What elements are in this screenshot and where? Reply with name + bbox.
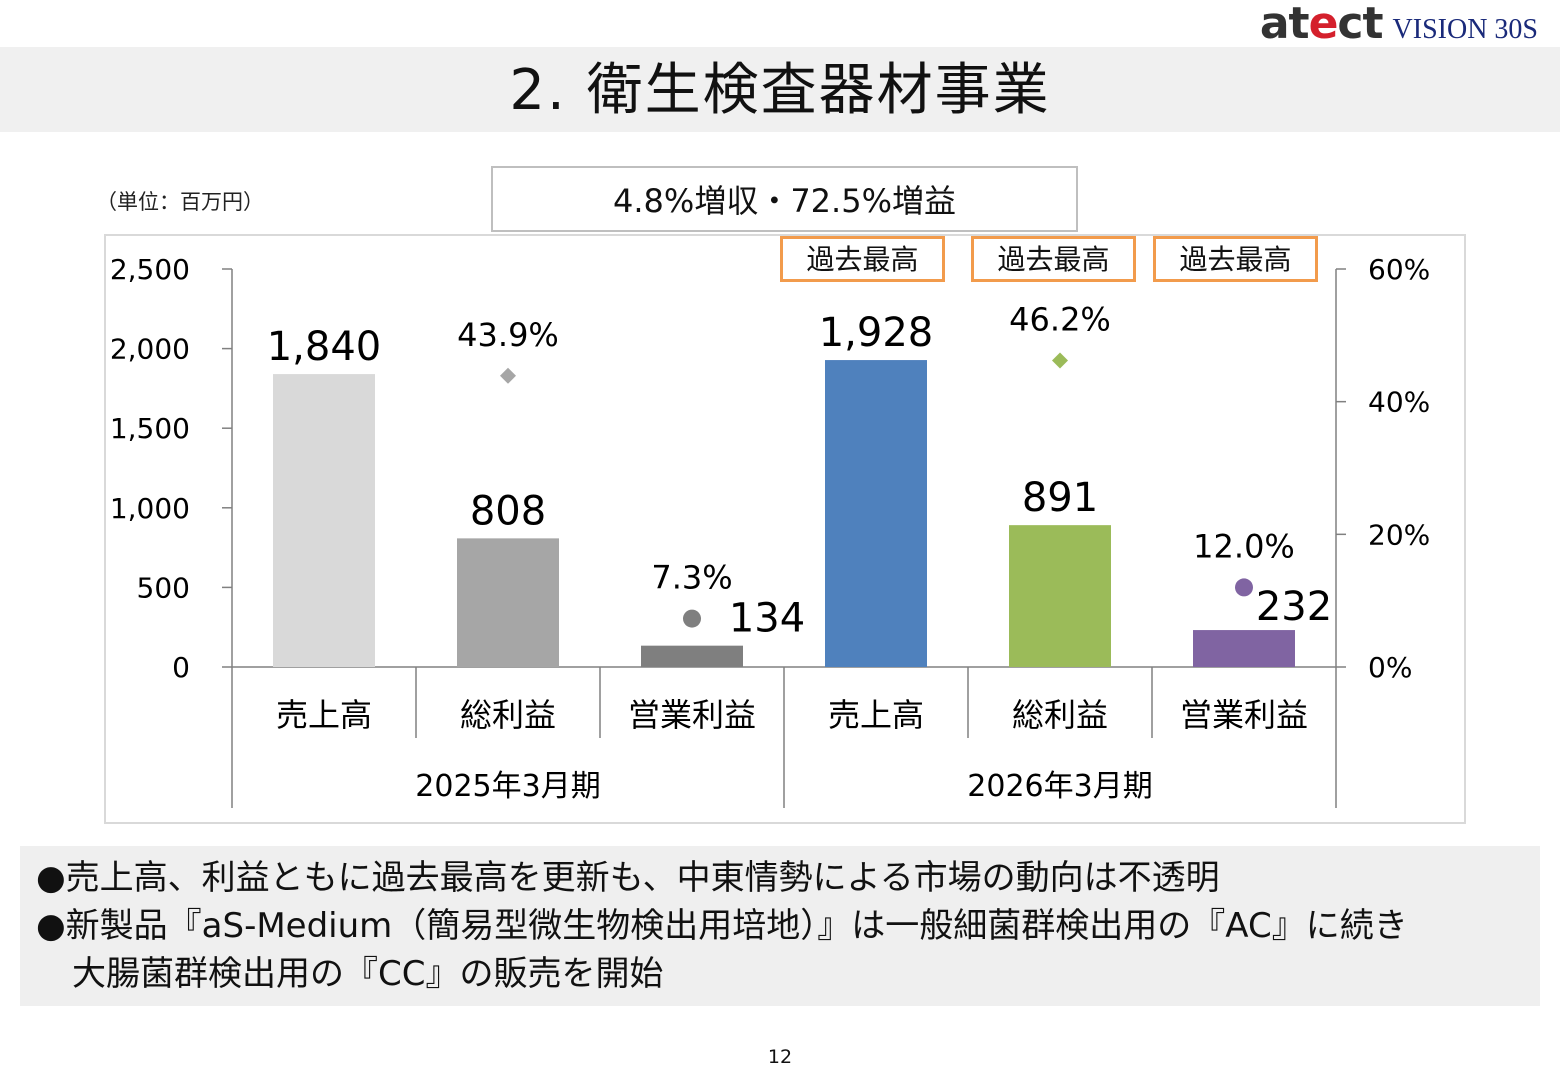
bar-0 [273, 374, 375, 667]
margin-marker-circle [1235, 578, 1253, 597]
summary-bullet-2-continued: 大腸菌群検出用の『CC』の販売を開始 [72, 954, 664, 994]
bar-1 [457, 538, 559, 667]
bar-chart: 0 500 1,000 1,500 2,000 2,500 0% 20% 40% 60% 1,840… [110, 253, 1430, 808]
margin-value-label: 7.3% [651, 559, 732, 597]
bar-value-label: 232 [1256, 584, 1332, 630]
right-axis-tick-label: 0% [1368, 651, 1412, 684]
bar-3 [825, 360, 927, 667]
left-axis-tick-label: 500 [137, 571, 190, 604]
left-axis-tick-label: 1,500 [110, 412, 190, 445]
group-label: 2025年3月期 [415, 769, 600, 804]
bar-4 [1009, 525, 1111, 667]
bar-value-label: 134 [729, 596, 805, 642]
category-label: 総利益 [460, 696, 556, 734]
title-band: 2. 衛生検査器材事業 [0, 47, 1560, 132]
margin-value-label: 43.9% [457, 316, 559, 354]
company-logo: atect VISION 30S [1260, 2, 1538, 46]
right-axis-tick-label: 60% [1368, 253, 1430, 286]
category-label: 売上高 [276, 696, 372, 734]
margin-value-label: 12.0% [1193, 527, 1295, 565]
bar-value-label: 808 [470, 488, 546, 534]
bar-2 [641, 645, 743, 667]
category-label: 営業利益 [1180, 696, 1308, 734]
left-axis-tick-label: 2,500 [110, 253, 190, 286]
margin-marker-diamond [1052, 352, 1068, 369]
page-number: 12 [767, 1046, 793, 1068]
bar-5 [1193, 630, 1295, 667]
record-badge-operating-profit: 過去最高 [1153, 236, 1318, 282]
summary-panel: ●売上高、利益ともに過去最高を更新も、中東情勢による市場の動向は不透明 ●新製品… [20, 846, 1540, 1006]
margin-marker-circle [683, 609, 701, 628]
logo-wordmark: atect [1259, 0, 1384, 49]
category-label: 総利益 [1012, 696, 1108, 734]
left-axis-tick-label: 1,000 [110, 492, 190, 525]
right-axis-tick-label: 20% [1368, 518, 1430, 551]
summary-bullet-2: ●新製品『aS-Medium（簡易型微生物検出用培地）』は一般細菌群検出用の『A… [36, 906, 1408, 946]
left-axis-tick-label: 0 [172, 651, 190, 684]
category-label: 営業利益 [628, 696, 756, 734]
right-axis-tick-label: 40% [1368, 386, 1430, 419]
page-title: 2. 衛生検査器材事業 [509, 58, 1051, 123]
summary-bullet-1: ●売上高、利益ともに過去最高を更新も、中東情勢による市場の動向は不透明 [36, 858, 1220, 898]
category-label: 売上高 [828, 696, 924, 734]
unit-label: （単位：百万円） [96, 190, 264, 214]
margin-marker-diamond [500, 367, 516, 384]
chart-frame: 0 500 1,000 1,500 2,000 2,500 0% 20% 40% 60% 1,840… [104, 234, 1466, 824]
record-badge-gross-profit: 過去最高 [971, 236, 1136, 282]
bar-value-label: 1,928 [819, 310, 934, 356]
bar-value-label: 891 [1022, 475, 1098, 521]
bar-value-label: 1,840 [267, 324, 382, 370]
group-label: 2026年3月期 [967, 769, 1152, 804]
logo-vision-text: VISION 30S [1392, 14, 1538, 45]
margin-value-label: 46.2% [1009, 301, 1111, 339]
left-axis-tick-label: 2,000 [110, 333, 190, 366]
highlight-box: 4.8%増収・72.5%増益 [491, 166, 1078, 232]
record-badge-sales: 過去最高 [780, 236, 945, 282]
